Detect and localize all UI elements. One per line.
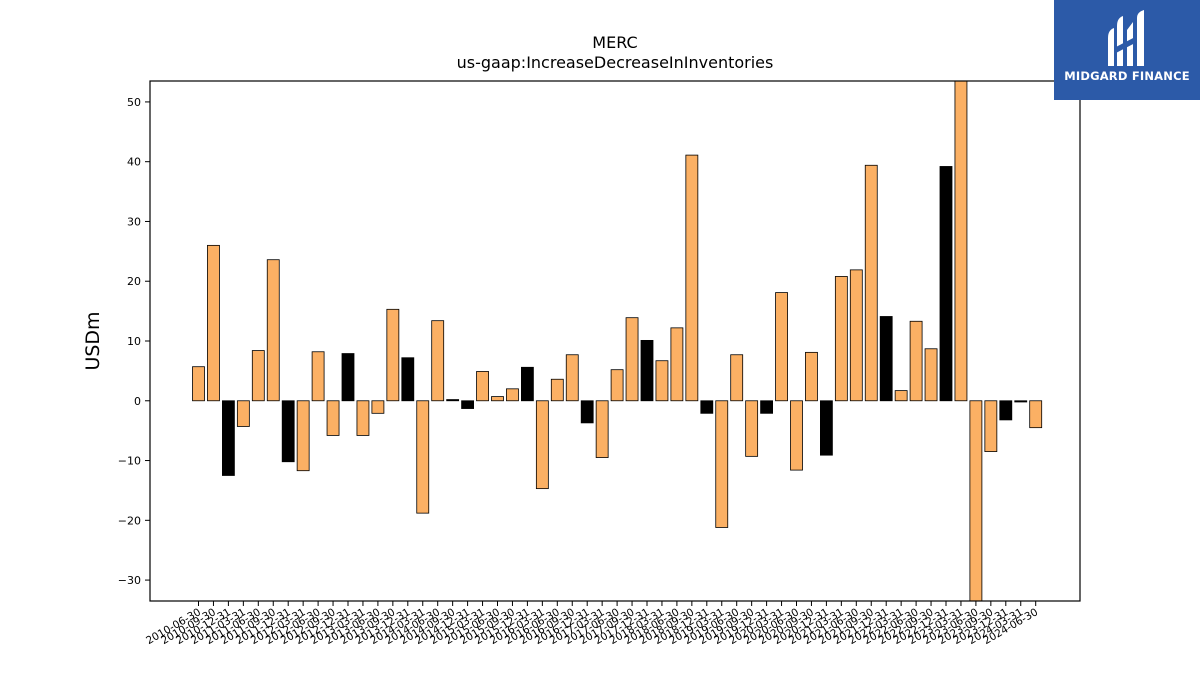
bar-2011-03-31 xyxy=(236,400,250,427)
bar-2024-06-30 xyxy=(1029,400,1043,429)
bar-2022-03-31 xyxy=(894,390,908,402)
bar-2013-06-30 xyxy=(371,400,385,414)
logo-text: MIDGARD FINANCE xyxy=(1064,69,1190,83)
chart-subtitle: us-gaap:IncreaseDecreaseInInventories xyxy=(457,53,774,72)
bar-2022-09-30 xyxy=(924,348,938,402)
bar-2010-06-30 xyxy=(192,366,205,402)
bar-2018-06-30 xyxy=(670,327,684,402)
bar-2023-09-30 xyxy=(984,400,998,452)
y-tick-label: 40 xyxy=(127,156,141,169)
bar-2013-12-31 xyxy=(401,357,415,402)
y-axis: −30 −20 −10 0 10 20 30 40 50 xyxy=(118,96,150,587)
bar-2011-12-31 xyxy=(281,400,295,463)
bar-2021-06-30 xyxy=(849,269,863,402)
bar-2017-06-30 xyxy=(610,369,624,402)
y-tick-label: −10 xyxy=(118,455,141,468)
bar-2013-03-31 xyxy=(356,400,370,436)
bar-2014-09-30 xyxy=(446,399,460,402)
bar-2023-03-31 xyxy=(954,80,968,402)
y-tick-label: −20 xyxy=(118,514,141,527)
bar-2020-06-30 xyxy=(790,400,803,471)
y-tick-label: 50 xyxy=(127,96,141,109)
bar-2011-06-30 xyxy=(251,350,265,402)
y-tick-label: 20 xyxy=(127,275,141,288)
bar-2019-03-31 xyxy=(715,400,729,528)
bar-2014-06-30 xyxy=(431,320,445,402)
bar-2022-12-31 xyxy=(939,166,953,402)
bar-2012-03-31 xyxy=(296,400,310,472)
bar-2024-03-31 xyxy=(1014,400,1028,403)
x-axis: 2010-06-302010-09-302010-12-312011-03-31… xyxy=(144,601,1040,647)
bar-2014-12-31 xyxy=(461,400,475,409)
bar-2014-03-31 xyxy=(416,400,430,514)
bar-2013-09-30 xyxy=(386,308,400,402)
bar-2016-06-30 xyxy=(550,378,564,402)
bar-2017-09-30 xyxy=(625,317,639,402)
bar-2015-12-31 xyxy=(521,366,534,402)
bar-2020-12-31 xyxy=(820,400,833,456)
bar-2012-09-30 xyxy=(326,400,340,436)
bar-2018-09-30 xyxy=(685,154,699,402)
bar-2021-03-31 xyxy=(834,276,848,402)
bar-2019-09-30 xyxy=(745,400,759,457)
bar-series xyxy=(192,80,1043,602)
bar-2021-12-31 xyxy=(879,316,893,402)
bar-2019-12-31 xyxy=(760,400,773,414)
bar-2021-09-30 xyxy=(864,164,878,402)
bar-2016-12-31 xyxy=(580,400,594,424)
bar-2020-09-30 xyxy=(805,351,818,402)
bar-2023-06-30 xyxy=(969,400,983,602)
bar-2018-12-31 xyxy=(700,400,714,414)
bar-2018-03-31 xyxy=(655,360,669,402)
midgard-finance-logo: MIDGARD FINANCE xyxy=(1054,0,1200,100)
bar-2023-12-31 xyxy=(999,400,1013,421)
bar-2017-12-31 xyxy=(640,339,654,402)
chart-title: MERC xyxy=(592,33,637,52)
bar-2019-06-30 xyxy=(730,354,744,402)
y-tick-label: 10 xyxy=(127,335,141,348)
bar-2010-09-30 xyxy=(207,244,220,402)
bar-2016-03-31 xyxy=(535,400,549,490)
bar-2016-09-30 xyxy=(565,354,579,402)
bar-2020-03-31 xyxy=(775,292,788,402)
bar-2010-12-31 xyxy=(221,400,235,476)
bar-2015-09-30 xyxy=(506,388,519,402)
bar-2012-12-31 xyxy=(341,353,355,402)
bar-2012-06-30 xyxy=(311,351,325,402)
midgard-logo-icon xyxy=(1108,10,1144,66)
bar-2015-03-31 xyxy=(476,371,489,402)
y-axis-label: USDm xyxy=(82,311,104,370)
bar-2015-06-30 xyxy=(491,396,504,402)
y-tick-label: 30 xyxy=(127,215,141,228)
plot-frame xyxy=(149,80,1081,602)
bar-2011-09-30 xyxy=(266,259,280,402)
y-tick-label: −30 xyxy=(118,574,141,587)
bar-2017-03-31 xyxy=(595,400,609,458)
y-tick-label: 0 xyxy=(134,395,141,408)
bar-2022-06-30 xyxy=(909,320,923,402)
